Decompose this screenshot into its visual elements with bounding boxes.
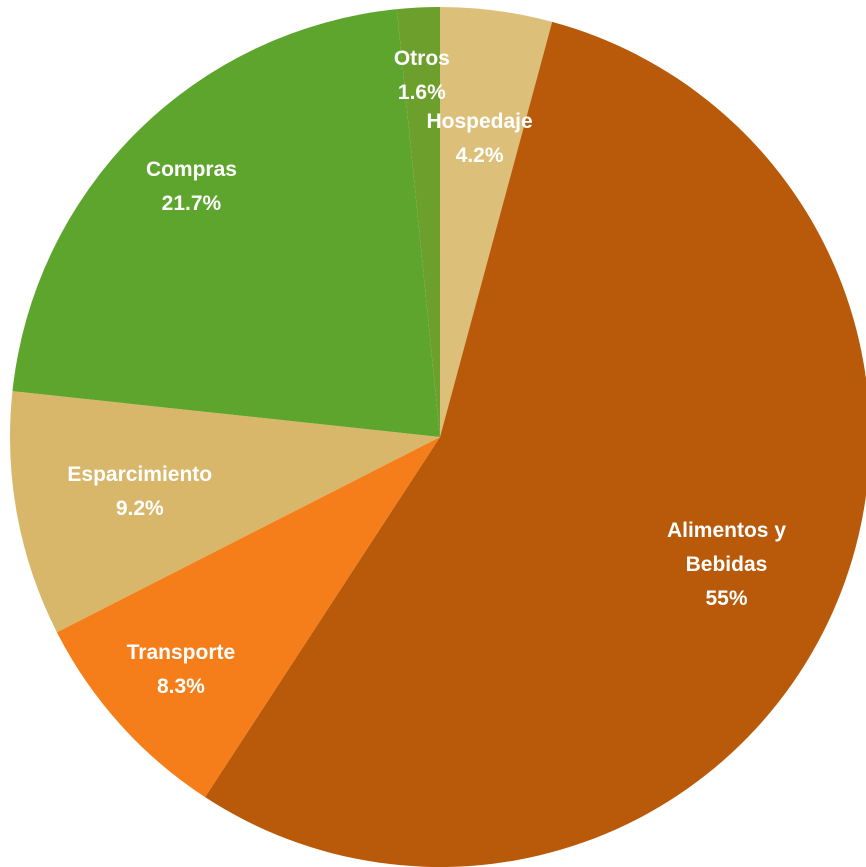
value-label: 4.2% <box>455 143 504 167</box>
slice-label: Hospedaje 4.2% <box>395 105 565 173</box>
pie-slice <box>12 9 441 438</box>
value-label: 55% <box>705 587 748 611</box>
slice-label: Alimentos y Bebidas 55% <box>641 514 811 616</box>
category-label: Compras <box>145 157 237 181</box>
value-label: 21.7% <box>161 191 222 215</box>
value-label: 9.2% <box>115 497 164 521</box>
pie-slice <box>440 7 553 437</box>
pie-slice <box>10 391 441 633</box>
category-label: Transporte <box>126 640 236 664</box>
pie-slice <box>56 437 441 798</box>
value-label: 1.6% <box>397 81 446 105</box>
category-label: Alimentos y Bebidas <box>666 519 786 577</box>
slice-label: Esparcimiento 9.2% <box>55 458 225 526</box>
category-label: Esparcimiento <box>67 463 213 487</box>
pie-slice <box>205 21 866 867</box>
value-label: 8.3% <box>156 674 205 698</box>
category-label: Hospedaje <box>426 109 533 133</box>
slice-label: Transporte 8.3% <box>96 636 266 704</box>
category-label: Otros <box>393 47 450 71</box>
pie-slice <box>396 7 440 437</box>
slice-label: Compras 21.7% <box>106 153 276 221</box>
slice-label: Otros 1.6% <box>337 42 507 110</box>
